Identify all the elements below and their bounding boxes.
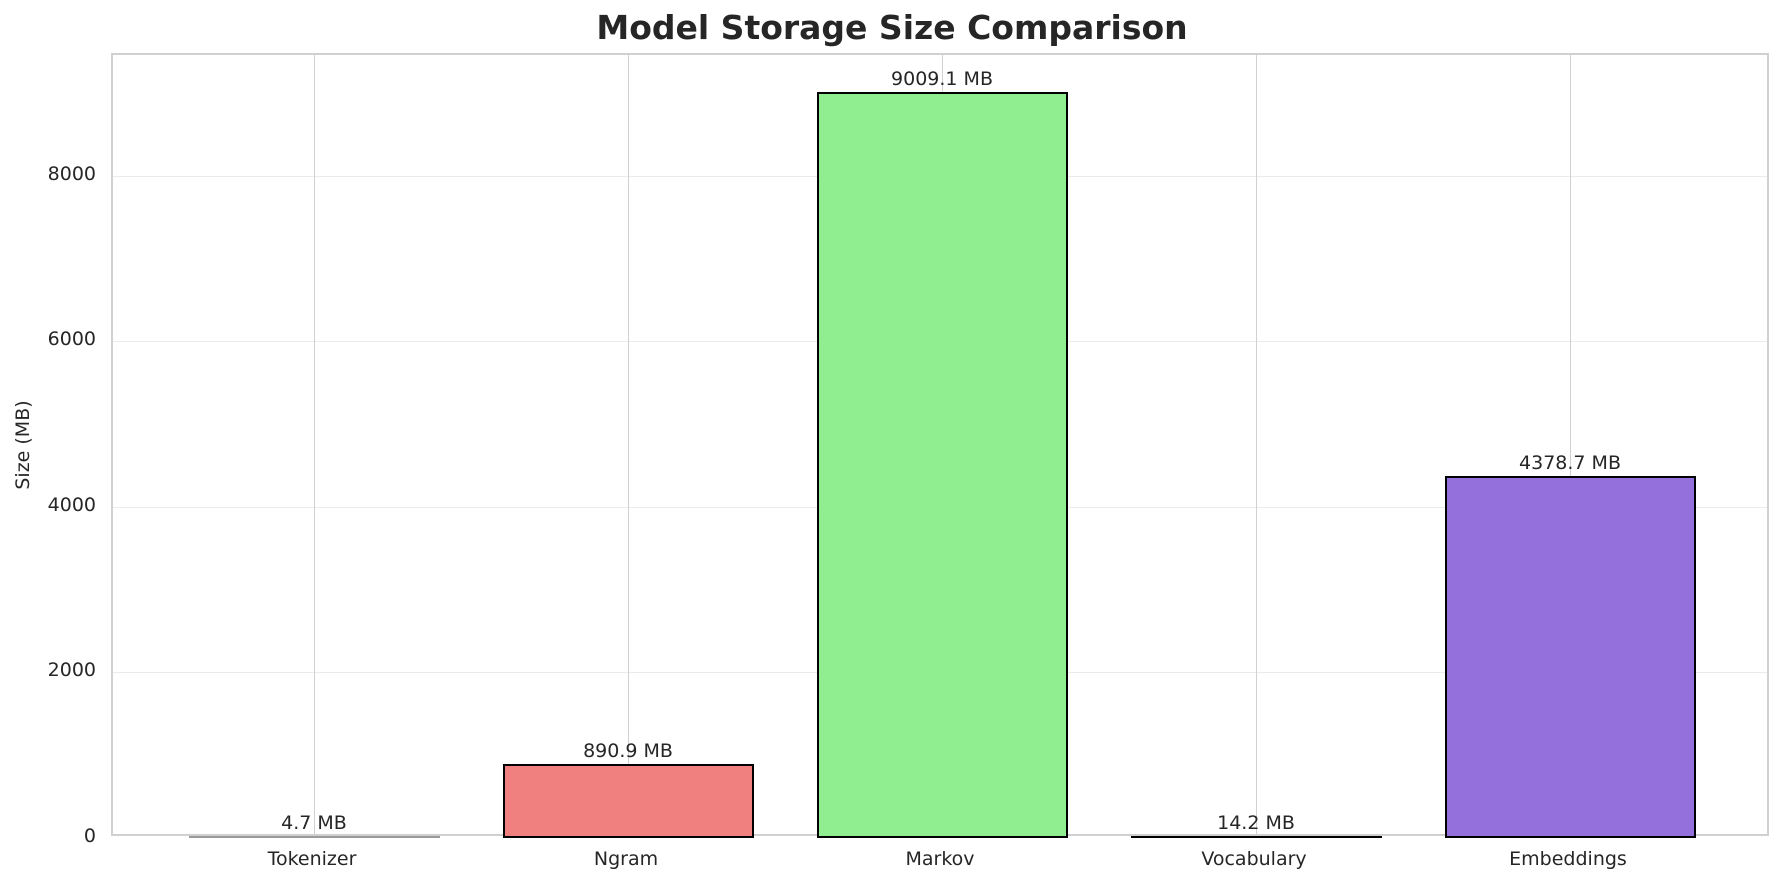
chart-title: Model Storage Size Comparison xyxy=(596,8,1188,47)
bar-value-label: 4.7 MB xyxy=(281,812,347,834)
x-tick-label: Markov xyxy=(905,848,975,870)
x-gridline xyxy=(1256,55,1257,834)
y-tick-label: 0 xyxy=(83,825,96,847)
x-gridline xyxy=(314,55,315,834)
x-gridline xyxy=(628,55,629,834)
y-tick-label: 2000 xyxy=(47,659,96,682)
x-tick-label: Vocabulary xyxy=(1201,848,1307,870)
x-gridline xyxy=(1570,55,1571,834)
y-tick-label: 6000 xyxy=(47,328,96,351)
bar-value-label: 14.2 MB xyxy=(1217,812,1295,834)
x-tick-label: Embeddings xyxy=(1509,848,1627,870)
bar-markov xyxy=(816,92,1068,838)
bar-ngram xyxy=(502,764,754,838)
y-tick-label: 8000 xyxy=(47,162,96,185)
bar-value-label: 890.9 MB xyxy=(583,740,673,763)
bar-tokenizer xyxy=(188,836,440,838)
bar-vocabulary xyxy=(1130,836,1382,838)
bar-value-label: 9009.1 MB xyxy=(891,68,993,91)
x-tick-label: Tokenizer xyxy=(267,848,357,870)
y-axis-label: Size (MB) xyxy=(12,400,34,490)
y-tick-label: 4000 xyxy=(47,493,96,516)
plot-area: 4.7 MB 890.9 MB 9009.1 MB 14.2 MB 4378.7 MB xyxy=(111,53,1769,838)
x-tick-label: Ngram xyxy=(593,848,659,870)
bar-embeddings xyxy=(1444,475,1696,838)
bar-value-label: 4378.7 MB xyxy=(1519,451,1621,474)
